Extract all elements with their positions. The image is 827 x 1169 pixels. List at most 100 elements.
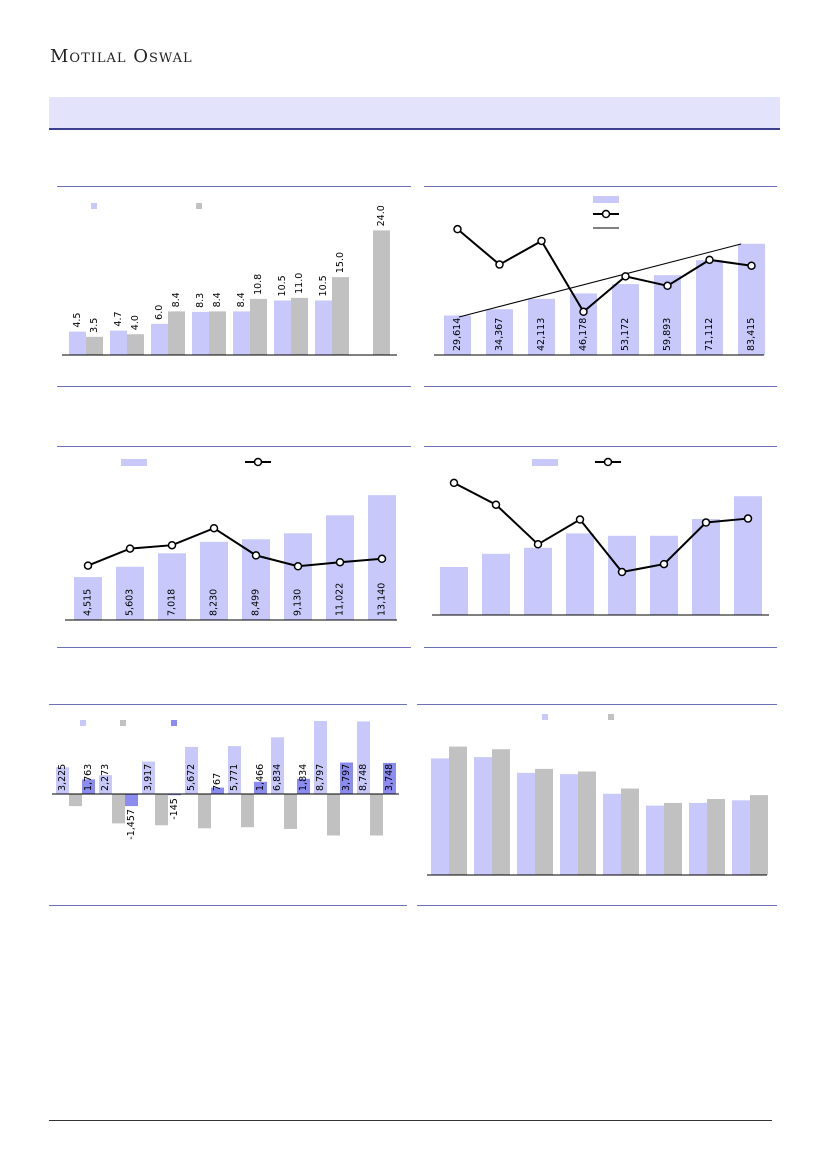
- line-marker: [659, 559, 669, 569]
- bar: [692, 519, 720, 615]
- bar: [314, 721, 327, 794]
- bar: [233, 311, 250, 355]
- legend-swatch-bar: [532, 459, 558, 466]
- bar-value-label: 8,230: [209, 589, 220, 616]
- bar-value-label: -145: [169, 798, 180, 820]
- panel-rule: [424, 186, 777, 187]
- panel-rule: [49, 905, 407, 906]
- bar: [158, 553, 186, 620]
- bar: [250, 298, 267, 355]
- chart-grouped-bars: 4.5 3.5 4.7 4.0 6.0 8.4 8.3 8.4 8.4 10.8 10.5 11.0 1…: [62, 203, 397, 356]
- bar: [112, 794, 125, 824]
- bar-value-label: 4.7: [113, 311, 124, 326]
- bar: [578, 771, 596, 875]
- bar-value-label: 8,797: [315, 764, 326, 791]
- bar: [211, 787, 224, 794]
- bar: [326, 515, 354, 620]
- bar: [517, 772, 535, 875]
- bar: [524, 547, 552, 615]
- line-marker: [705, 255, 714, 265]
- bar-value-label: 8,748: [358, 764, 369, 791]
- legend-swatch-grey: [196, 203, 202, 209]
- line-marker: [537, 236, 546, 246]
- bar: [750, 795, 768, 875]
- bar: [198, 794, 211, 829]
- line-marker: [617, 567, 627, 577]
- line-marker: [377, 554, 387, 564]
- chart-bars-line-a: 4,515 5,603 7,018 8,230 8,499 9,130 11,022 13,1…: [65, 457, 397, 621]
- bar-value-label: 5,771: [229, 764, 240, 791]
- panel-rule: [57, 186, 411, 187]
- bar: [732, 800, 750, 875]
- line-marker: [209, 523, 219, 533]
- bar: [56, 767, 69, 794]
- legend-swatch-blue: [171, 720, 177, 726]
- legend-swatch-bar: [593, 196, 619, 203]
- panel-rule: [417, 905, 777, 906]
- bar: [284, 533, 312, 620]
- line-marker: [251, 551, 261, 560]
- bar: [340, 762, 353, 794]
- bar-value-label: 8.4: [236, 292, 247, 307]
- bar: [696, 260, 723, 355]
- bar-value-label: 71,112: [704, 318, 715, 351]
- line-marker: [579, 307, 588, 317]
- bar-value-label: 5,672: [186, 764, 197, 791]
- bar-value-label: 10.8: [253, 274, 264, 295]
- line-marker: [701, 518, 711, 527]
- bar: [168, 311, 185, 355]
- bar-value-label: 15.0: [335, 252, 346, 273]
- legend-marker: [601, 209, 611, 219]
- line-marker: [335, 557, 345, 567]
- bar-value-label: 6.0: [154, 305, 165, 320]
- line-marker: [83, 561, 93, 570]
- bar: [357, 721, 370, 794]
- bar: [449, 746, 467, 875]
- legend-swatch-grey: [608, 714, 614, 720]
- brand-logo: Motilal Oswal: [50, 46, 193, 67]
- line-marker: [167, 540, 177, 550]
- bar: [474, 757, 492, 875]
- line-marker: [747, 261, 756, 270]
- chart-grouped-bars-b: [427, 714, 768, 876]
- footer-rule: [49, 1120, 772, 1121]
- bar-value-label: 10.5: [277, 275, 288, 296]
- panel-rule: [417, 704, 777, 705]
- bar: [535, 768, 553, 875]
- bar-value-label: 4.0: [130, 315, 141, 330]
- bar: [444, 315, 471, 355]
- bar-value-label: 4,515: [83, 589, 94, 616]
- panel-rule: [57, 647, 411, 648]
- bar: [151, 323, 168, 355]
- bar: [168, 794, 181, 796]
- bar-value-label: 3,225: [57, 764, 68, 791]
- bar: [664, 802, 682, 875]
- bar: [228, 746, 241, 794]
- trendline: [458, 243, 742, 318]
- bar: [291, 297, 308, 355]
- bar: [646, 805, 664, 875]
- bar-value-label: 11,022: [335, 583, 346, 616]
- bar-value-label: 8.4: [212, 292, 223, 307]
- bar-value-label: 4.5: [72, 313, 83, 328]
- bar: [707, 799, 725, 875]
- line-marker: [125, 544, 135, 553]
- bar-value-label: 83,415: [746, 318, 757, 351]
- bar: [603, 793, 621, 875]
- bar: [271, 737, 284, 794]
- bar-value-label: 6,834: [272, 764, 283, 791]
- bar-value-label: 46,178: [578, 318, 589, 351]
- chart-bars-line-trend: 29,614 34,367 42,113 46,178 53,172 59,893 71,1…: [434, 196, 765, 356]
- bar: [241, 794, 254, 828]
- series-line: [453, 482, 749, 574]
- bar-value-label: 767: [212, 773, 223, 791]
- bar: [209, 311, 226, 355]
- bar-value-label: 13,140: [377, 583, 388, 616]
- bar: [528, 298, 555, 355]
- bar-value-label: 29,614: [452, 318, 463, 351]
- line-marker: [449, 478, 459, 488]
- bar: [254, 781, 267, 794]
- line-marker: [621, 272, 630, 281]
- bar: [482, 553, 510, 615]
- bar: [86, 336, 103, 355]
